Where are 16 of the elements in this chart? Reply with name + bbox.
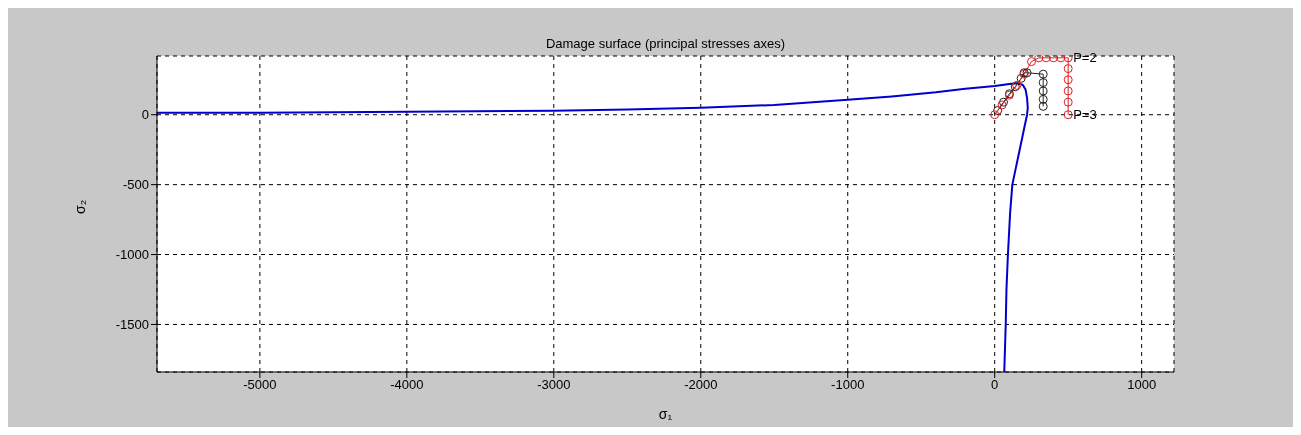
x-tick-label: -2000 bbox=[684, 377, 718, 393]
x-tick-label: 1000 bbox=[1127, 377, 1157, 393]
x-tick-label: 0 bbox=[991, 377, 999, 393]
x-tick-label: -1000 bbox=[831, 377, 865, 393]
y-tick-label: -1500 bbox=[115, 317, 149, 333]
y-axis-title: σ₂ bbox=[71, 199, 88, 214]
x-axis-title: σ₁ bbox=[658, 406, 673, 422]
x-tick-label: -3000 bbox=[537, 377, 571, 393]
y-tick-label: -1000 bbox=[115, 247, 149, 263]
chart-title: Damage surface (principal stresses axes) bbox=[544, 36, 787, 51]
annotation: P=3 bbox=[1073, 107, 1097, 123]
x-tick-label: -5000 bbox=[243, 377, 277, 393]
annotation: P=2 bbox=[1073, 50, 1097, 66]
x-tick-label: -4000 bbox=[390, 377, 424, 393]
y-tick-label: 0 bbox=[141, 107, 149, 123]
y-tick-label: -500 bbox=[122, 177, 149, 193]
